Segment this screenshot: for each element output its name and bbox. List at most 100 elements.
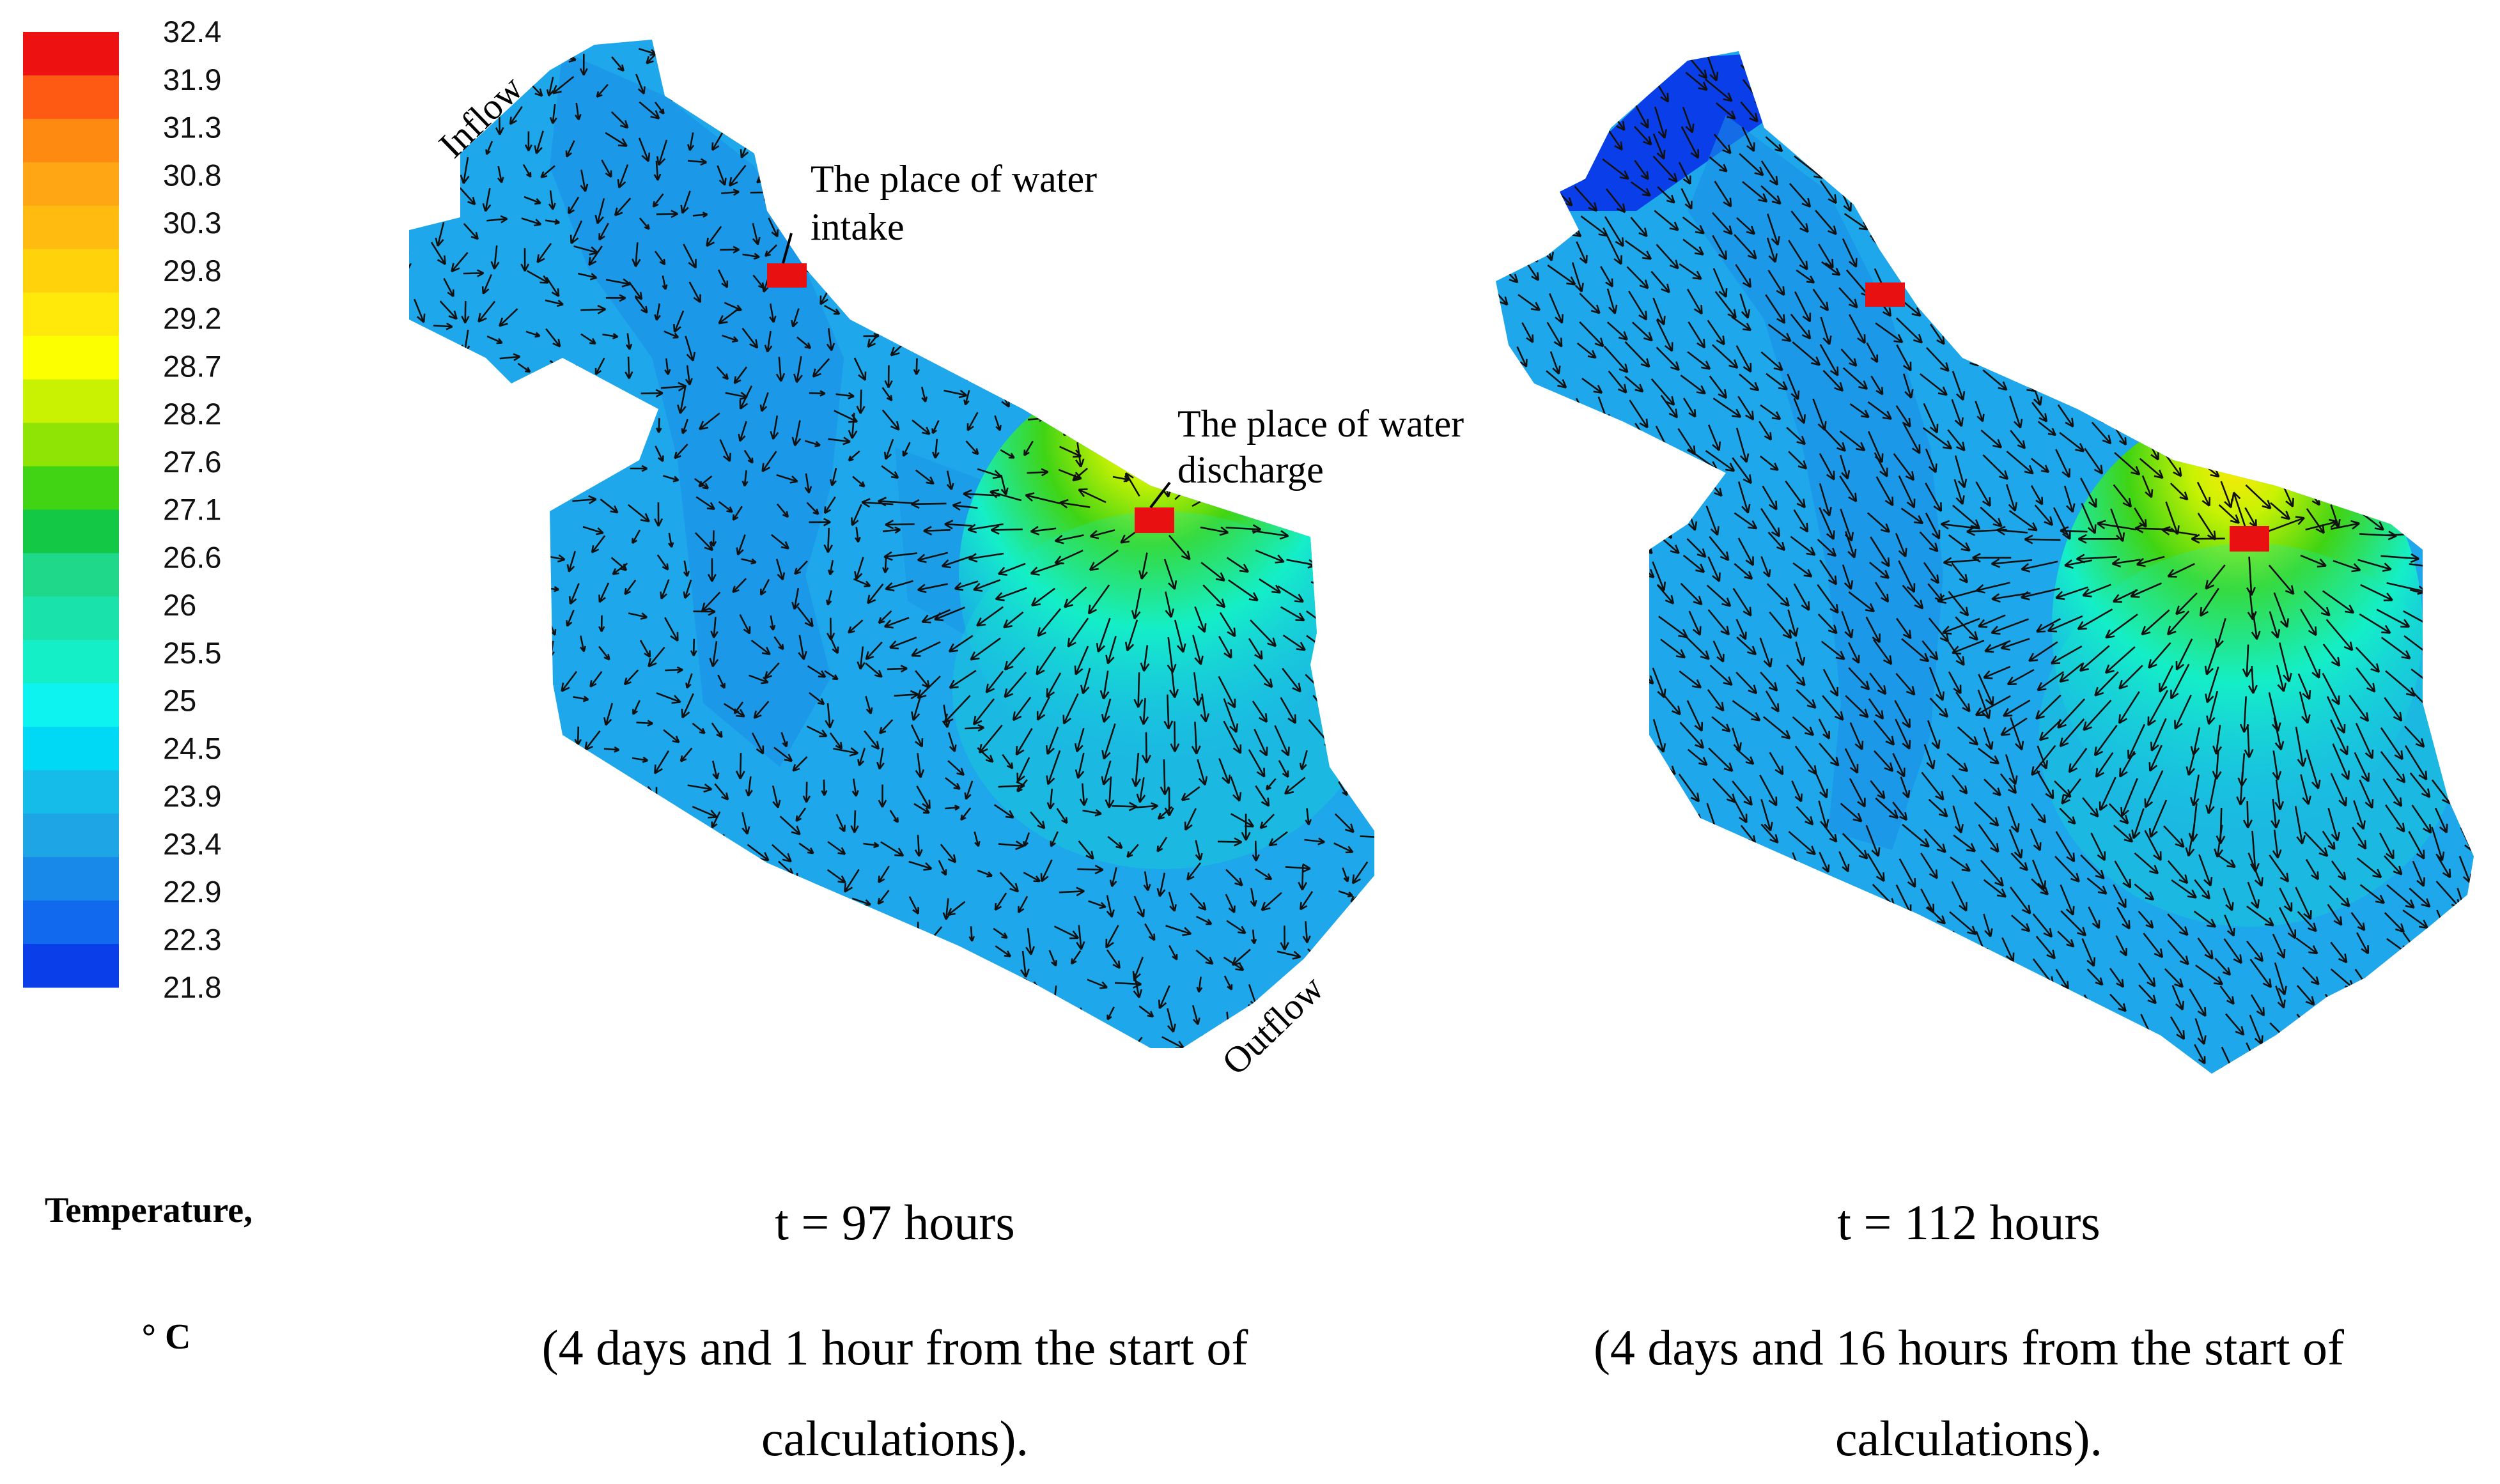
- velocity-arrow: [819, 980, 832, 993]
- velocity-arrow: [2143, 375, 2158, 405]
- velocity-arrow: [2193, 239, 2209, 262]
- velocity-arrow: [717, 835, 724, 849]
- velocity-arrow: [774, 1008, 788, 1027]
- velocity-arrow: [1632, 995, 1658, 1018]
- velocity-arrow: [430, 697, 435, 713]
- velocity-arrow: [853, 109, 872, 120]
- velocity-arrow: [2145, 159, 2164, 175]
- velocity-arrow: [1340, 136, 1358, 146]
- velocity-arrow: [1089, 363, 1098, 379]
- velocity-arrow: [1982, 215, 2003, 233]
- velocity-arrow: [2299, 183, 2310, 212]
- velocity-arrow: [919, 139, 932, 150]
- velocity-arrow: [1633, 775, 1642, 798]
- velocity-arrow: [1787, 905, 1810, 932]
- velocity-arrow: [1762, 888, 1777, 909]
- velocity-arrow: [1022, 113, 1031, 127]
- velocity-arrow: [2333, 368, 2356, 388]
- velocity-arrow: [412, 366, 426, 378]
- velocity-arrow: [1920, 155, 1936, 173]
- velocity-arrow: [554, 479, 576, 487]
- velocity-arrow: [579, 973, 593, 983]
- velocity-arrow: [1114, 190, 1140, 198]
- velocity-arrow: [2279, 104, 2299, 128]
- velocity-arrow: [1845, 49, 1858, 72]
- velocity-arrow: [545, 385, 552, 406]
- velocity-arrow: [2060, 77, 2082, 96]
- velocity-arrow: [1953, 1021, 1973, 1049]
- velocity-arrow: [419, 388, 431, 399]
- velocity-arrow: [1341, 676, 1369, 695]
- velocity-arrow: [1688, 991, 1704, 1016]
- velocity-arrow: [2055, 1072, 2068, 1103]
- velocity-arrow: [2008, 1066, 2021, 1085]
- velocity-arrow: [1902, 81, 1916, 106]
- velocity-arrow: [1656, 805, 1676, 835]
- velocity-arrow: [2434, 344, 2453, 365]
- velocity-arrow: [1711, 935, 1734, 958]
- velocity-arrow: [2325, 994, 2343, 1018]
- velocity-arrow: [2168, 398, 2185, 423]
- velocity-arrow: [1133, 301, 1144, 325]
- velocity-arrow: [694, 973, 706, 986]
- velocity-arrow: [2083, 131, 2105, 158]
- velocity-arrow: [2145, 185, 2164, 199]
- velocity-arrow: [1952, 162, 1978, 182]
- velocity-arrow: [1551, 157, 1563, 187]
- colorbar-swatch: [23, 683, 119, 727]
- velocity-arrow: [995, 249, 1003, 273]
- velocity-arrow: [1519, 779, 1528, 802]
- velocity-arrow: [412, 663, 418, 682]
- velocity-arrow: [432, 183, 453, 190]
- velocity-arrow: [836, 1030, 852, 1035]
- velocity-arrow: [919, 955, 934, 965]
- velocity-arrow: [1922, 1014, 1943, 1039]
- velocity-arrow: [2436, 723, 2458, 746]
- velocity-arrow: [535, 499, 548, 509]
- velocity-arrow: [633, 950, 653, 956]
- colorbar-tick-label: 23.9: [163, 779, 221, 813]
- velocity-arrow: [1974, 343, 1987, 366]
- velocity-arrow: [2412, 961, 2434, 976]
- velocity-arrow: [2405, 1071, 2428, 1095]
- velocity-arrow: [442, 447, 449, 471]
- velocity-arrow: [1335, 388, 1356, 400]
- velocity-arrow: [2413, 1049, 2441, 1070]
- velocity-arrow: [1308, 245, 1316, 258]
- velocity-arrow: [1842, 959, 1867, 984]
- velocity-arrow: [409, 334, 431, 349]
- velocity-arrow: [2194, 324, 2205, 350]
- colorbar-tick-label: 27.1: [163, 493, 221, 527]
- velocity-arrow: [1523, 637, 1536, 660]
- colorbar-swatch: [23, 249, 119, 293]
- velocity-arrow: [402, 929, 411, 947]
- velocity-arrow: [1492, 212, 1505, 238]
- velocity-arrow: [406, 194, 412, 207]
- velocity-arrow: [2302, 73, 2324, 92]
- velocity-arrow: [2361, 431, 2379, 455]
- velocity-arrow: [1054, 417, 1078, 425]
- velocity-arrow: [889, 51, 898, 73]
- velocity-arrow: [1165, 329, 1179, 344]
- velocity-arrow: [1605, 75, 1618, 98]
- velocity-arrow: [401, 1038, 408, 1059]
- velocity-arrow: [1162, 449, 1169, 470]
- velocity-arrow: [1314, 355, 1323, 376]
- velocity-arrow: [2384, 54, 2407, 72]
- velocity-arrow: [1229, 366, 1237, 392]
- velocity-arrow: [431, 833, 438, 852]
- velocity-arrow: [616, 923, 632, 938]
- velocity-arrow: [543, 691, 554, 700]
- velocity-arrow: [2439, 586, 2476, 596]
- velocity-arrow: [516, 1039, 522, 1058]
- velocity-arrow: [1136, 101, 1145, 120]
- velocity-arrow: [678, 844, 691, 867]
- velocity-arrow: [2412, 993, 2430, 1014]
- velocity-arrow: [2379, 352, 2395, 371]
- velocity-arrow: [1789, 1047, 1803, 1065]
- velocity-arrow: [612, 940, 636, 948]
- velocity-arrow: [745, 865, 761, 877]
- velocity-arrow: [2381, 269, 2391, 290]
- velocity-arrow: [2381, 211, 2394, 234]
